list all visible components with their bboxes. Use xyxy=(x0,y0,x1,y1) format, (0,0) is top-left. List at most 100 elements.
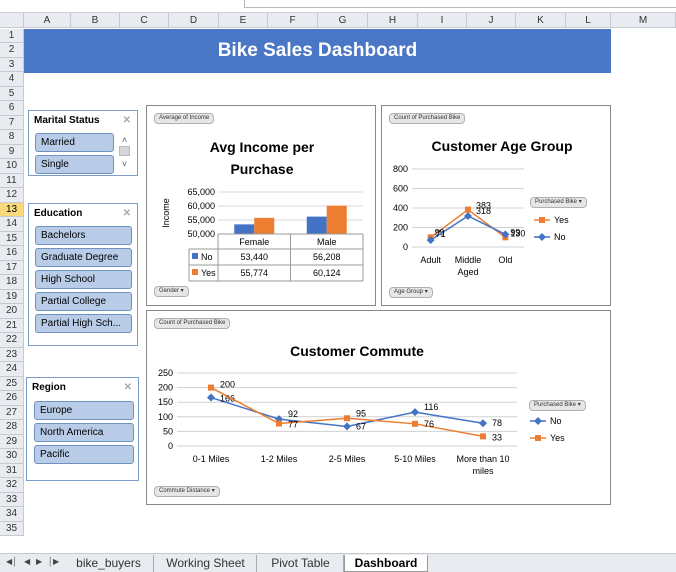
data-label: 33 xyxy=(492,432,502,442)
row-header[interactable]: 17 xyxy=(0,260,24,275)
y-tick-label: 200 xyxy=(393,223,408,233)
row-header[interactable]: 9 xyxy=(0,144,24,159)
data-point-no xyxy=(207,393,215,402)
slicer-item-bachelors[interactable]: Bachelors xyxy=(35,226,132,245)
slicer-item-partial-high-school[interactable]: Partial High Sch... xyxy=(35,314,132,333)
scroll-down-icon[interactable]: ˅ xyxy=(121,159,128,169)
row-header[interactable]: 4 xyxy=(0,72,24,87)
slicer-item-europe[interactable]: Europe xyxy=(34,401,134,420)
tab-bike-buyers[interactable]: bike_buyers xyxy=(64,555,154,572)
slicer-item-north-america[interactable]: North America xyxy=(34,423,134,442)
row-header[interactable]: 10 xyxy=(0,159,24,174)
row-header[interactable]: 25 xyxy=(0,376,24,391)
tab-working-sheet[interactable]: Working Sheet xyxy=(155,555,257,572)
chart-customer-age[interactable]: Count of Purchased Bike Customer Age Gro… xyxy=(381,105,611,306)
commute-chart-svg: 250 200 150 100 50 0 0-1 Miles 1-2 Miles 2-5 Mil… xyxy=(158,368,565,476)
tab-pivot-table[interactable]: Pivot Table xyxy=(258,555,344,572)
row-header[interactable]: 19 xyxy=(0,289,24,304)
slicer-item-graduate-degree[interactable]: Graduate Degree xyxy=(35,248,132,267)
row-header[interactable]: 23 xyxy=(0,347,24,362)
data-label: 99 xyxy=(510,227,520,237)
data-label: 116 xyxy=(424,402,438,412)
field-button-value[interactable]: Count of Purchased Bike xyxy=(389,113,466,124)
axis-field-button[interactable]: Commute Distance ▾ xyxy=(154,486,220,497)
row-header[interactable]: 27 xyxy=(0,405,24,420)
slicer-item-high-school[interactable]: High School xyxy=(35,270,132,289)
data-point-yes xyxy=(276,420,282,427)
select-all-corner[interactable] xyxy=(0,13,24,28)
row-header[interactable]: 5 xyxy=(0,86,24,101)
row-header[interactable]: 33 xyxy=(0,492,24,507)
chart-customer-commute[interactable]: Count of Purchased Bike Customer Commute… xyxy=(146,310,611,505)
tab-dashboard[interactable]: Dashboard xyxy=(344,555,428,572)
column-header[interactable]: A xyxy=(24,13,71,28)
row-header[interactable]: 13 xyxy=(0,202,24,217)
slicer-item-married[interactable]: Married xyxy=(35,133,114,152)
row-header[interactable]: 6 xyxy=(0,101,24,116)
row-header[interactable]: 16 xyxy=(0,246,24,261)
row-header[interactable]: 29 xyxy=(0,434,24,449)
row-header[interactable]: 18 xyxy=(0,275,24,290)
row-header[interactable]: 30 xyxy=(0,449,24,464)
axis-field-button[interactable]: Gender ▾ xyxy=(154,286,189,297)
clear-filter-icon[interactable]: ✕ xyxy=(122,208,131,219)
row-header[interactable]: 32 xyxy=(0,478,24,493)
column-header[interactable]: F xyxy=(268,13,318,28)
row-header[interactable]: 2 xyxy=(0,43,24,58)
slicer-item-partial-college[interactable]: Partial College xyxy=(35,292,132,311)
prev-sheet-icon[interactable]: ◀ xyxy=(24,557,31,566)
row-header[interactable]: 1 xyxy=(0,29,24,43)
column-header[interactable]: E xyxy=(219,13,268,28)
row-header[interactable]: 15 xyxy=(0,231,24,246)
column-header[interactable]: L xyxy=(566,13,611,28)
y-tick-label: 55,000 xyxy=(187,215,215,225)
row-header[interactable]: 31 xyxy=(0,463,24,478)
row-header[interactable]: 21 xyxy=(0,318,24,333)
row-header[interactable]: 22 xyxy=(0,333,24,348)
slicer-item-pacific[interactable]: Pacific xyxy=(34,445,134,464)
data-point-yes xyxy=(344,415,350,422)
row-header[interactable]: 24 xyxy=(0,362,24,377)
row-header[interactable]: 20 xyxy=(0,304,24,319)
x-category-label: 2-5 Miles xyxy=(329,454,366,464)
column-header[interactable]: H xyxy=(368,13,418,28)
slicer-item-single[interactable]: Single xyxy=(35,155,114,174)
column-header[interactable]: J xyxy=(467,13,516,28)
legend-label: No xyxy=(550,416,562,426)
y-axis-label: Income xyxy=(161,198,171,228)
column-header[interactable]: D xyxy=(169,13,219,28)
column-header[interactable]: G xyxy=(318,13,368,28)
last-sheet-icon[interactable]: │▶ xyxy=(48,557,60,566)
data-label: 166 xyxy=(220,394,235,404)
row-header[interactable]: 3 xyxy=(0,57,24,72)
row-header[interactable]: 14 xyxy=(0,217,24,232)
next-sheet-icon[interactable]: ▶ xyxy=(36,557,43,566)
row-header[interactable]: 28 xyxy=(0,420,24,435)
clear-filter-icon[interactable]: ✕ xyxy=(123,382,132,393)
row-header[interactable]: 7 xyxy=(0,115,24,130)
chart-avg-income[interactable]: Average of Income Avg Income per Purchas… xyxy=(146,105,376,306)
clear-filter-icon[interactable]: ✕ xyxy=(122,115,131,126)
column-header[interactable]: K xyxy=(516,13,566,28)
field-button-value[interactable]: Count of Purchased Bike xyxy=(154,318,231,329)
legend-field-button[interactable]: Purchased Bike ▾ xyxy=(530,197,587,208)
legend-label: Yes xyxy=(554,215,569,225)
column-header[interactable]: I xyxy=(418,13,467,28)
column-header[interactable]: M xyxy=(611,13,676,28)
slicer-header: Region ✕ xyxy=(27,378,138,396)
row-header[interactable]: 35 xyxy=(0,521,24,536)
column-header[interactable]: C xyxy=(120,13,169,28)
legend-field-button[interactable]: Purchased Bike ▾ xyxy=(529,400,586,411)
row-header[interactable]: 34 xyxy=(0,507,24,522)
row-header[interactable]: 12 xyxy=(0,188,24,203)
first-sheet-icon[interactable]: ◀│ xyxy=(6,557,18,566)
row-header[interactable]: 26 xyxy=(0,391,24,406)
formula-bar[interactable] xyxy=(244,0,676,8)
scrollbar-thumb[interactable] xyxy=(119,146,130,156)
column-header[interactable]: B xyxy=(71,13,120,28)
row-header[interactable]: 8 xyxy=(0,130,24,145)
scroll-up-icon[interactable]: ˄ xyxy=(121,135,128,145)
row-header[interactable]: 11 xyxy=(0,173,24,188)
field-button-value[interactable]: Average of Income xyxy=(154,113,215,124)
axis-field-button[interactable]: Age Group ▾ xyxy=(389,287,433,298)
